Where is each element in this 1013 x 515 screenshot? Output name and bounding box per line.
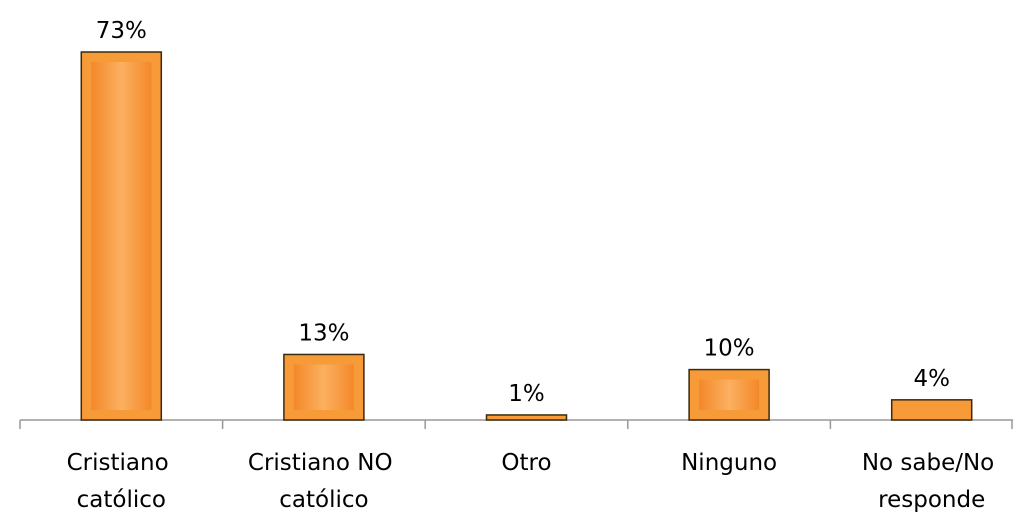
x-tick-label: Ninguno xyxy=(681,450,777,476)
x-tick-label: Otro xyxy=(501,450,551,476)
x-tick-label: Cristiano católico xyxy=(67,450,176,513)
value-label: 73% xyxy=(96,18,147,44)
bar-bevel xyxy=(699,379,760,410)
value-label: 13% xyxy=(298,320,349,346)
bar-bevel xyxy=(91,62,152,410)
bar-bevel xyxy=(293,364,354,410)
value-label: 1% xyxy=(508,381,545,407)
x-tick-label: Cristiano NO católico xyxy=(248,450,400,513)
x-tick-label: No sabe/No responde xyxy=(862,450,1002,513)
value-label: 10% xyxy=(704,336,755,362)
value-label: 4% xyxy=(913,366,950,392)
bar xyxy=(485,414,568,421)
